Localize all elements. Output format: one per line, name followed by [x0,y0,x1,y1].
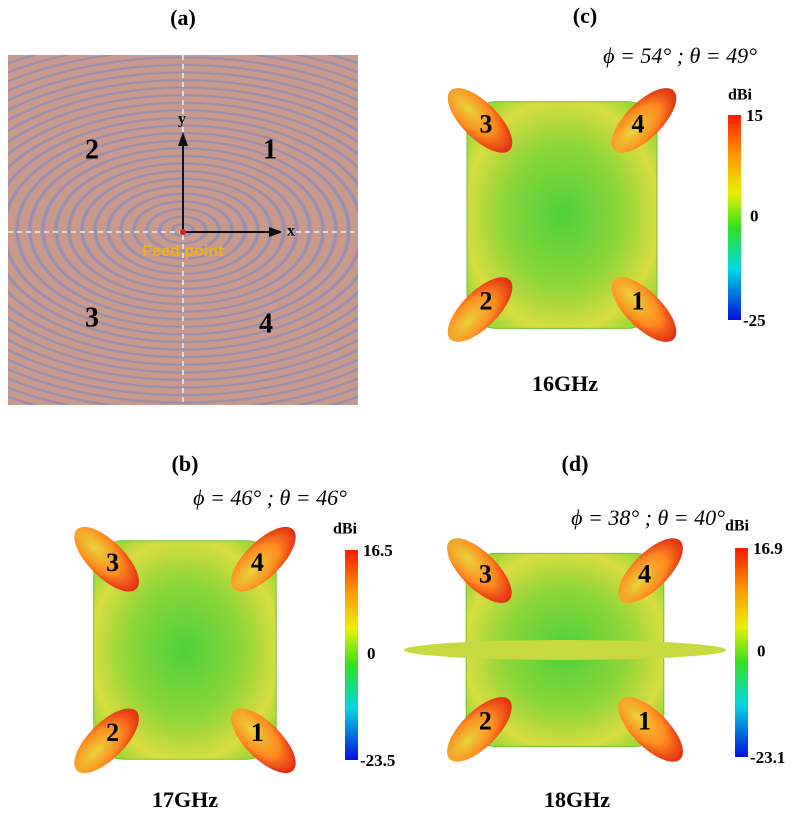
lobe-label: 2 [480,287,493,316]
colorbar-label: -23.5 [360,751,395,770]
colorbar-label: -23.1 [750,748,785,767]
colorbar [345,550,358,760]
feed-point [180,229,186,235]
lobe-label: 1 [632,287,645,316]
quadrant-label: 4 [259,308,273,339]
lobe-label: 1 [638,706,651,735]
frequency-label: 16GHz [532,371,598,396]
colorbar-unit: dBi [725,518,750,535]
pattern-lobe [447,538,512,603]
colorbar-label: 16.9 [753,539,783,558]
arrow-head [178,132,188,146]
lobe-label: 1 [251,718,264,747]
pattern-lobe [231,708,296,774]
colorbar [728,115,741,320]
colorbar-unit: dBi [333,521,358,538]
quadrant-label: 1 [263,134,277,165]
pattern-lobe [618,697,683,762]
quadrant-label: 2 [85,134,99,165]
panel-label: (a) [170,5,196,30]
lobe-label: 3 [480,109,493,138]
panel-label: (d) [562,451,589,476]
colorbar-label: 0 [757,641,766,660]
panel-label: (b) [172,451,199,476]
colorbar-label: 16.5 [363,541,393,560]
pattern-lobe [74,708,139,774]
pattern-lobe [231,526,296,592]
lobe-label: 2 [479,706,492,735]
angle-annotation: ϕ = 54° ; θ = 49° [603,43,757,68]
angle-annotation: ϕ = 38° ; θ = 40° [571,505,725,530]
feed-label: Feed point [143,243,225,260]
panel-label: (c) [573,3,597,28]
frequency-label: 17GHz [152,787,218,812]
colorbar-unit: dBi [728,87,753,104]
axis-label: y [178,111,186,128]
frequency-label: 18GHz [544,787,610,812]
pattern-lobe [447,697,512,762]
pattern-lobe [611,277,677,342]
pattern-lobe [618,538,683,603]
pattern-body [93,540,277,760]
arrow-head [269,227,283,237]
pattern-lobe [447,88,513,153]
pattern-lobe [74,526,139,592]
lobe-label: 4 [251,548,264,577]
lobe-label: 3 [106,548,119,577]
axis-label: x [287,223,295,240]
colorbar [735,548,748,757]
lobe-label: 4 [632,109,645,138]
colorbar-label: 0 [367,644,376,663]
angle-annotation: ϕ = 46° ; θ = 46° [193,485,347,510]
pattern-side-lobe [403,640,727,660]
pattern-lobe [447,277,513,342]
lobe-label: 4 [638,560,651,589]
colorbar-label: 0 [750,206,759,225]
quadrant-label: 3 [85,302,99,333]
colorbar-label: -25 [743,311,766,330]
lobe-label: 2 [106,718,119,747]
pattern-body [466,101,658,329]
lobe-label: 3 [479,560,492,589]
pattern-lobe [611,88,677,153]
colorbar-label: 15 [746,106,763,125]
